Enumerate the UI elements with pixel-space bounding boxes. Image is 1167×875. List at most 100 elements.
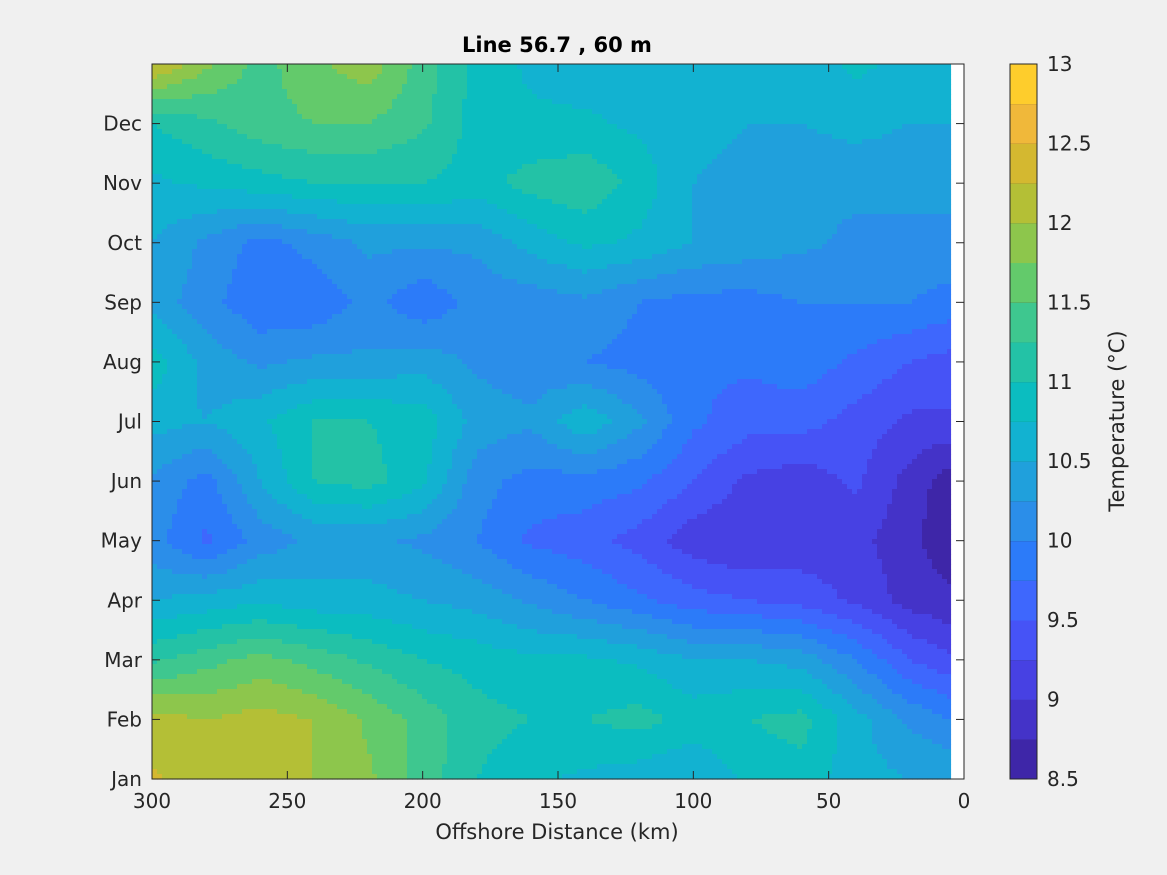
heatmap-cell [332, 99, 338, 105]
heatmap-cell [372, 199, 378, 205]
heatmap-cell [772, 149, 778, 155]
heatmap-cell [412, 199, 418, 205]
heatmap-cell [452, 94, 458, 100]
heatmap-cell [367, 134, 373, 140]
heatmap-cell [722, 159, 728, 165]
heatmap-cell [687, 214, 693, 220]
heatmap-cell [867, 189, 873, 195]
heatmap-cell [727, 74, 733, 80]
heatmap-cell [742, 144, 748, 150]
heatmap-cell [512, 99, 518, 105]
heatmap-cell [917, 114, 923, 120]
heatmap-cell [197, 89, 203, 95]
heatmap-cell [607, 199, 613, 205]
heatmap-cell [797, 199, 803, 205]
heatmap-cell [532, 139, 538, 145]
heatmap-cell [607, 99, 613, 105]
heatmap-cell [872, 124, 878, 130]
heatmap-cell [297, 149, 303, 155]
heatmap-cell [387, 99, 393, 105]
heatmap-cell [277, 214, 283, 220]
heatmap-cell [667, 114, 673, 120]
heatmap-cell [857, 104, 863, 110]
heatmap-cell [212, 79, 218, 85]
heatmap-cell [302, 134, 308, 140]
heatmap-cell [672, 184, 678, 190]
heatmap-cell [892, 89, 898, 95]
heatmap-cell [217, 64, 223, 70]
heatmap-cell [602, 169, 608, 175]
heatmap-cell [572, 99, 578, 105]
heatmap-cell [457, 119, 463, 125]
heatmap-cell [637, 144, 643, 150]
heatmap-cell [167, 204, 173, 210]
heatmap-cell [662, 124, 668, 130]
heatmap-cell [427, 179, 433, 185]
heatmap-cell [687, 149, 693, 155]
heatmap-cell [727, 104, 733, 110]
heatmap-cell [617, 64, 623, 70]
heatmap-cell [422, 159, 428, 165]
heatmap-cell [537, 159, 543, 165]
heatmap-cell [632, 74, 638, 80]
heatmap-cell [742, 159, 748, 165]
heatmap-cell [927, 89, 933, 95]
heatmap-cell [687, 189, 693, 195]
heatmap-cell [482, 179, 488, 185]
heatmap-cell [902, 104, 908, 110]
heatmap-cell [257, 194, 263, 200]
heatmap-cell [777, 179, 783, 185]
heatmap-cell [447, 129, 453, 135]
heatmap-cell [317, 184, 323, 190]
heatmap-cell [497, 64, 503, 70]
heatmap-cell [172, 64, 178, 70]
heatmap-cell [732, 174, 738, 180]
heatmap-cell [857, 109, 863, 115]
heatmap-cell [802, 199, 808, 205]
heatmap-cell [842, 94, 848, 100]
heatmap-cell [837, 109, 843, 115]
heatmap-cell [787, 64, 793, 70]
heatmap-cell [857, 149, 863, 155]
heatmap-cell [762, 109, 768, 115]
heatmap-cell [282, 164, 288, 170]
heatmap-cell [947, 129, 951, 135]
heatmap-cell [802, 204, 808, 210]
heatmap-cell [402, 199, 408, 205]
heatmap-cell [457, 154, 463, 160]
heatmap-cell [252, 209, 258, 215]
heatmap-cell [377, 154, 383, 160]
heatmap-cell [337, 134, 343, 140]
heatmap-cell [597, 99, 603, 105]
heatmap-cell [162, 199, 168, 205]
heatmap-cell [382, 64, 388, 70]
heatmap-cell [687, 209, 693, 215]
heatmap-cell [637, 79, 643, 85]
heatmap-cell [312, 184, 318, 190]
heatmap-cell [707, 124, 713, 130]
heatmap-cell [707, 159, 713, 165]
heatmap-cell [292, 89, 298, 95]
heatmap-cell [287, 164, 293, 170]
heatmap-cell [452, 184, 458, 190]
heatmap-cell [607, 189, 613, 195]
heatmap-cell [317, 94, 323, 100]
heatmap-cell [297, 199, 303, 205]
heatmap-cell [837, 199, 843, 205]
heatmap-cell [802, 179, 808, 185]
heatmap-cell [202, 209, 208, 215]
heatmap-cell [667, 94, 673, 100]
heatmap-cell [602, 109, 608, 115]
heatmap-cell [697, 104, 703, 110]
heatmap-cell [437, 79, 443, 85]
heatmap-cell [167, 94, 173, 100]
heatmap-cell [327, 199, 333, 205]
heatmap-cell [477, 139, 483, 145]
heatmap-cell [312, 219, 318, 225]
heatmap-cell [722, 179, 728, 185]
heatmap-cell [802, 209, 808, 215]
heatmap-cell [437, 114, 443, 120]
heatmap-cell [382, 79, 388, 85]
heatmap-cell [692, 149, 698, 155]
heatmap-cell [497, 154, 503, 160]
